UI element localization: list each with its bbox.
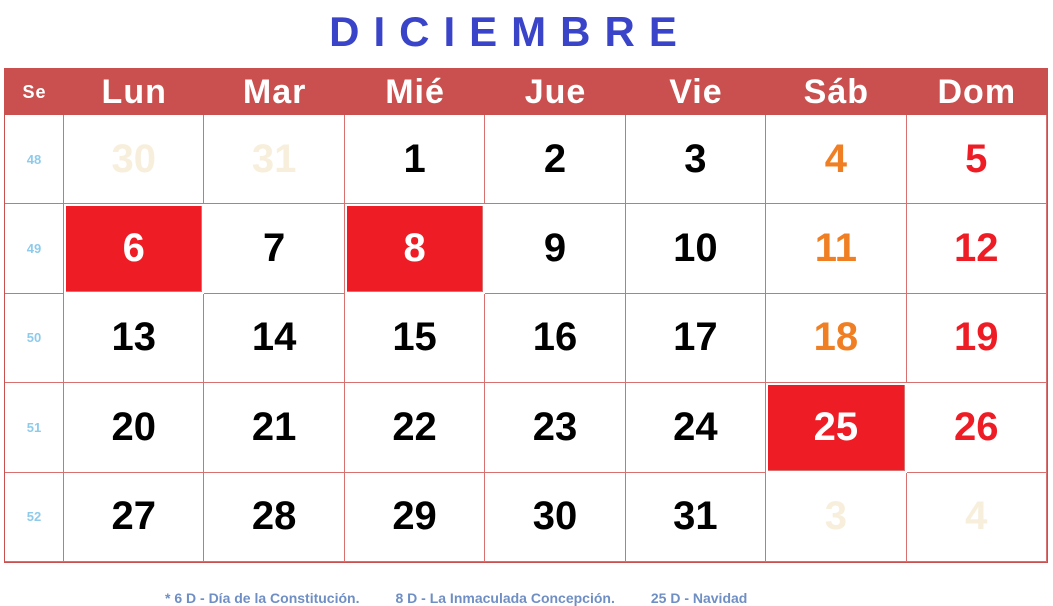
day-number: 12 (954, 226, 999, 271)
day-number: 27 (111, 494, 156, 539)
day-number: 29 (392, 494, 437, 539)
day-cell[interactable]: 24 (625, 383, 767, 473)
day-number: 3 (684, 136, 707, 181)
day-number: 30 (111, 136, 156, 181)
day-cell[interactable]: 19 (906, 293, 1047, 384)
day-cell[interactable]: 15 (344, 293, 486, 384)
weekday-header: Lun (64, 69, 205, 115)
day-number: 19 (954, 315, 999, 360)
day-number: 24 (673, 404, 718, 449)
day-cell[interactable]: 3 (766, 472, 907, 562)
week-header: Se (5, 69, 64, 115)
week-number: 49 (5, 204, 64, 294)
holiday-note: 8 D - La Inmaculada Concepción. (395, 590, 615, 606)
day-cell[interactable]: 29 (344, 472, 486, 562)
day-number: 10 (673, 226, 718, 271)
day-number: 22 (392, 404, 437, 449)
holiday-notes: * 6 D - Día de la Constitución. 8 D - La … (165, 574, 783, 606)
day-number: 2 (543, 136, 567, 181)
day-number: 11 (814, 226, 857, 271)
day-cell[interactable]: 23 (485, 383, 626, 473)
day-number: 6 (122, 226, 145, 271)
day-number: 26 (954, 404, 999, 449)
day-cell[interactable]: 3 (625, 115, 767, 205)
day-cell[interactable]: 9 (485, 204, 626, 294)
holiday-cell[interactable]: 8 (346, 206, 484, 292)
day-cell[interactable]: 10 (625, 204, 767, 294)
day-cell[interactable]: 17 (625, 293, 767, 384)
holiday-cell[interactable]: 25 (768, 385, 905, 471)
day-number: 30 (532, 494, 578, 539)
day-cell[interactable]: 11 (766, 204, 907, 294)
day-number: 17 (673, 315, 718, 360)
calendar-grid: Se Lun Mar Mié Jue Vie Sáb Dom 48 30 31 1 2 3 4 5 49 6 7 8 9… (4, 68, 1048, 563)
day-number: 5 (965, 136, 988, 181)
week-number: 52 (5, 472, 64, 562)
day-number: 3 (824, 494, 847, 539)
week-number: 48 (5, 115, 64, 205)
day-cell[interactable]: 26 (906, 383, 1047, 473)
week-number: 50 (5, 293, 64, 384)
weekday-header: Sáb (766, 69, 907, 115)
week-number: 51 (5, 383, 64, 473)
day-cell[interactable]: 21 (204, 383, 345, 473)
day-number: 8 (403, 226, 426, 271)
day-cell[interactable]: 30 (64, 115, 205, 205)
weekday-header: Vie (625, 69, 767, 115)
day-number: 14 (251, 315, 297, 360)
day-number: 16 (532, 315, 578, 360)
day-cell[interactable]: 7 (204, 204, 345, 294)
day-cell[interactable]: 14 (204, 293, 345, 384)
day-cell[interactable]: 31 (625, 472, 767, 562)
day-cell[interactable]: 1 (344, 115, 486, 205)
day-number: 13 (111, 315, 156, 360)
day-number: 21 (251, 404, 297, 449)
day-cell[interactable]: 20 (64, 383, 205, 473)
day-cell[interactable]: 28 (204, 472, 345, 562)
month-title: DICIEMBRE (329, 8, 691, 55)
day-cell[interactable]: 2 (485, 115, 626, 205)
day-cell[interactable]: 4 (766, 115, 907, 205)
holiday-cell[interactable]: 6 (66, 206, 203, 292)
day-number: 31 (251, 136, 297, 181)
day-cell[interactable]: 31 (204, 115, 345, 205)
weekday-header: Dom (906, 69, 1047, 115)
weekday-header: Mar (204, 69, 345, 115)
day-cell[interactable]: 22 (344, 383, 486, 473)
holiday-note: 25 D - Navidad (650, 590, 748, 606)
day-cell[interactable]: 12 (906, 204, 1047, 294)
day-number: 4 (965, 494, 988, 539)
day-number: 15 (392, 315, 437, 360)
day-number: 23 (532, 404, 578, 449)
day-number: 20 (111, 404, 156, 449)
weekday-header: Mié (344, 69, 486, 115)
day-cell[interactable]: 18 (766, 293, 907, 384)
day-number: 4 (824, 136, 847, 181)
day-number: 18 (813, 315, 859, 360)
day-cell[interactable]: 16 (485, 293, 626, 384)
day-number: 28 (251, 494, 297, 539)
holiday-note: * 6 D - Día de la Constitución. (165, 590, 360, 606)
weekday-header: Jue (485, 69, 626, 115)
day-number: 9 (543, 226, 567, 271)
day-cell[interactable]: 30 (485, 472, 626, 562)
day-cell[interactable]: 13 (64, 293, 205, 384)
day-number: 31 (673, 494, 718, 539)
day-number: 7 (263, 226, 286, 271)
day-number: 25 (813, 404, 859, 449)
day-cell[interactable]: 27 (64, 472, 205, 562)
day-number: 1 (403, 136, 426, 181)
day-cell[interactable]: 5 (906, 115, 1047, 205)
day-cell[interactable]: 4 (906, 472, 1047, 562)
